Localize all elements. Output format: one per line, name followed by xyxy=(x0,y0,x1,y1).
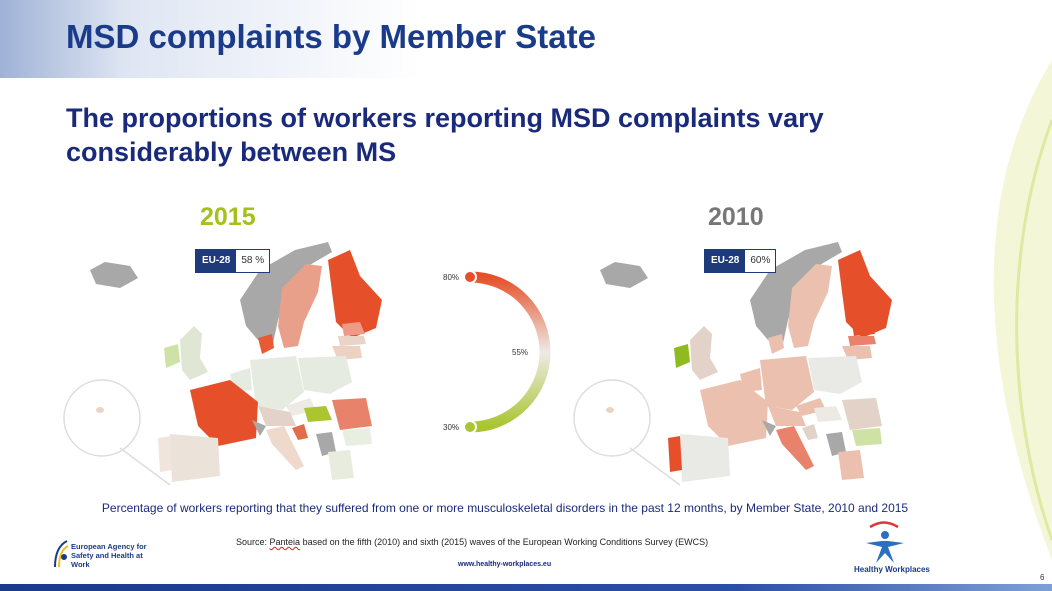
region-romania xyxy=(842,398,882,430)
region-uk xyxy=(690,326,718,380)
malta-inset-circle xyxy=(63,379,141,457)
healthy-workplaces-label: Healthy Workplaces xyxy=(854,565,930,574)
legend-min-marker xyxy=(463,420,477,434)
year-label-2010: 2010 xyxy=(708,203,764,231)
region-estonia xyxy=(852,322,875,336)
legend-max-label: 80% xyxy=(443,273,459,282)
eu28-label: EU-28 xyxy=(196,250,237,272)
slide-subtitle: The proportions of workers reporting MSD… xyxy=(66,103,824,167)
eu-osha-logo-icon xyxy=(54,540,69,568)
region-france xyxy=(700,380,768,446)
europe-map-2015 xyxy=(63,242,382,486)
inset-leader-line xyxy=(119,447,171,486)
region-italy xyxy=(266,426,304,470)
region-ireland xyxy=(164,344,180,368)
europe-map-2010 xyxy=(573,242,892,486)
legend-max-marker xyxy=(463,270,477,284)
region-sweden xyxy=(788,264,832,348)
region-italy xyxy=(776,426,814,470)
title-band xyxy=(0,0,1052,78)
figure-caption: Percentage of workers reporting that the… xyxy=(101,501,909,515)
region-malta xyxy=(606,407,614,413)
region-poland xyxy=(298,356,352,394)
source-author: Panteia xyxy=(269,537,301,547)
eu28-label: EU-28 xyxy=(705,250,746,272)
region-austria xyxy=(258,406,296,426)
region-switzerland xyxy=(252,420,266,436)
region-estonia xyxy=(342,322,365,336)
region-croatia xyxy=(802,424,818,440)
legend-arc xyxy=(464,271,551,433)
region-hungary xyxy=(304,406,332,422)
color-scale-legend: 80% 55% 30% xyxy=(443,270,551,434)
source-rest: based on the fifth (2010) and sixth (201… xyxy=(300,537,709,547)
region-austria xyxy=(768,406,806,426)
healthy-workplaces-logo-icon xyxy=(866,521,904,563)
page-number: 6 xyxy=(1040,573,1045,582)
region-croatia xyxy=(292,424,308,440)
region-denmark xyxy=(258,334,274,354)
region-finland xyxy=(328,250,382,338)
region-uk xyxy=(180,326,208,380)
region-balkans xyxy=(316,432,336,456)
website-link[interactable]: www.healthy-workplaces.eu xyxy=(458,561,552,568)
region-germany xyxy=(250,356,304,410)
region-france xyxy=(190,380,258,446)
source-note: Source: Panteia based on the fifth (2010… xyxy=(236,537,708,547)
source-prefix: Source: xyxy=(236,537,270,547)
eu28-average-2015: EU-28 58 % xyxy=(195,249,271,273)
region-switzerland xyxy=(762,420,776,436)
region-finland xyxy=(838,250,892,338)
page-title: MSD complaints by Member State xyxy=(66,18,596,55)
eu-osha-name: European Agency for Safety and Health at… xyxy=(71,542,147,569)
region-hungary xyxy=(814,406,842,422)
region-germany xyxy=(760,356,814,410)
inset-leader-line xyxy=(629,447,681,486)
eu28-average-2010: EU-28 60% xyxy=(704,249,777,273)
region-iceland xyxy=(600,262,648,288)
malta-inset-circle xyxy=(573,379,651,457)
region-latvia xyxy=(848,336,876,346)
region-sweden xyxy=(278,264,322,348)
region-bulgaria xyxy=(342,428,372,446)
year-label-2015: 2015 xyxy=(200,203,256,231)
region-poland xyxy=(808,356,862,394)
region-bulgaria xyxy=(852,428,882,446)
legend-mid-label: 55% xyxy=(512,348,528,357)
region-malta xyxy=(96,407,104,413)
region-balkans xyxy=(826,432,846,456)
region-spain xyxy=(680,434,730,482)
region-portugal xyxy=(158,436,172,472)
legend-min-label: 30% xyxy=(443,423,459,432)
region-romania xyxy=(332,398,372,430)
region-spain xyxy=(170,434,220,482)
eu28-value: 58 % xyxy=(236,250,270,272)
eu28-value: 60% xyxy=(745,250,776,272)
region-greece xyxy=(328,450,354,480)
region-latvia xyxy=(338,336,366,346)
region-greece xyxy=(838,450,864,480)
region-iceland xyxy=(90,262,138,288)
region-ireland xyxy=(674,344,690,368)
region-portugal xyxy=(668,436,682,472)
footer-bar xyxy=(0,584,1052,591)
region-denmark xyxy=(768,334,784,354)
